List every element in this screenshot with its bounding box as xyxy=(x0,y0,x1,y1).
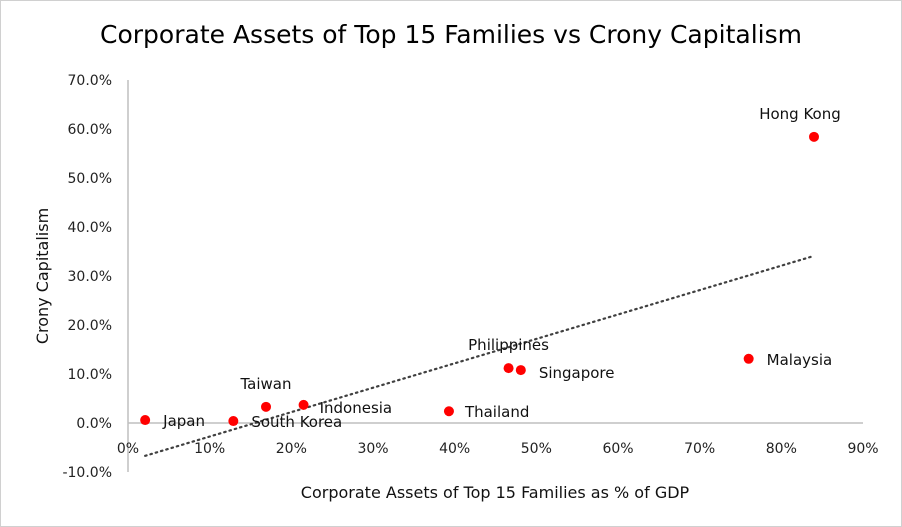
data-point-hong-kong xyxy=(809,131,819,142)
y-tick-label: 0.0% xyxy=(76,416,112,432)
y-tick-label: 70.0% xyxy=(68,73,112,89)
chart-title: Corporate Assets of Top 15 Families vs C… xyxy=(100,20,802,49)
data-point-malaysia xyxy=(743,353,754,364)
y-tick-label: 20.0% xyxy=(68,318,112,334)
y-tick-label: 10.0% xyxy=(68,367,112,383)
data-label: Singapore xyxy=(539,364,615,382)
data-label: Japan xyxy=(162,412,205,430)
data-point-japan xyxy=(140,415,151,426)
data-point-indonesia xyxy=(298,399,309,410)
y-tick-label: -10.0% xyxy=(62,465,112,481)
x-tick-label: 90% xyxy=(847,441,878,457)
y-axis-label: Crony Capitalism xyxy=(33,208,52,344)
data-label: Malaysia xyxy=(767,351,833,369)
y-tick-label: 50.0% xyxy=(68,171,112,187)
trendline xyxy=(144,254,816,457)
data-point-thailand xyxy=(443,406,454,417)
data-point-philippines xyxy=(503,363,514,374)
x-tick-label: 50% xyxy=(521,441,552,457)
data-label: Hong Kong xyxy=(759,105,841,123)
data-point-singapore xyxy=(515,365,526,376)
y-tick-label: 40.0% xyxy=(68,220,112,236)
data-label: Thailand xyxy=(464,403,529,421)
y-tick-label: 30.0% xyxy=(68,269,112,285)
x-tick-label: 10% xyxy=(194,441,225,457)
data-point-south-korea xyxy=(228,416,239,427)
x-axis-label: Corporate Assets of Top 15 Families as %… xyxy=(301,483,690,502)
x-tick-label: 70% xyxy=(684,441,715,457)
x-tick-label: 80% xyxy=(766,441,797,457)
data-label: Indonesia xyxy=(320,399,393,417)
data-point-taiwan xyxy=(261,401,272,412)
data-label: Taiwan xyxy=(240,375,292,393)
data-label: Philippines xyxy=(468,336,549,354)
x-tick-label: 40% xyxy=(439,441,470,457)
data-label: South Korea xyxy=(251,413,342,431)
y-tick-label: 60.0% xyxy=(68,122,112,138)
x-tick-label: 20% xyxy=(276,441,307,457)
x-tick-label: 0% xyxy=(117,441,139,457)
x-tick-label: 30% xyxy=(357,441,388,457)
x-tick-label: 60% xyxy=(602,441,633,457)
